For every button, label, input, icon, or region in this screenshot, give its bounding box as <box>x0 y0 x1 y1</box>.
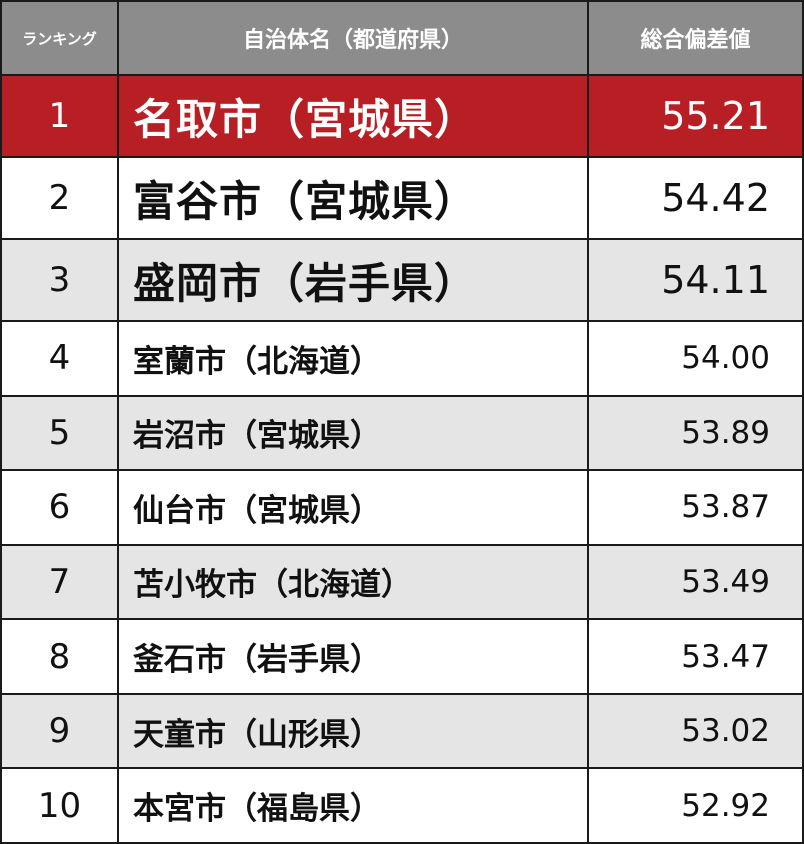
rank-cell: 5 <box>2 396 117 470</box>
name-cell: 本宮市（福島県） <box>119 769 587 842</box>
score-cell: 53.49 <box>589 545 802 619</box>
score-cell: 54.42 <box>589 158 802 238</box>
score-cell: 53.89 <box>589 396 802 470</box>
name-cell: 室蘭市（北海道） <box>119 322 587 395</box>
score-cell: 54.11 <box>589 240 802 320</box>
name-cell: 仙台市（宮城県） <box>119 471 587 544</box>
name-cell: 苫小牧市（北海道） <box>119 545 587 619</box>
score-cell: 53.47 <box>589 620 802 693</box>
name-cell: 名取市（宮城県） <box>119 76 587 156</box>
rank-cell: 7 <box>2 545 117 619</box>
score-cell: 54.00 <box>589 322 802 395</box>
name-cell: 盛岡市（岩手県） <box>119 240 587 320</box>
header-cell: 総合偏差値 <box>589 2 802 74</box>
rank-cell: 6 <box>2 471 117 544</box>
rank-cell: 9 <box>2 694 117 768</box>
header-cell: 自治体名（都道府県） <box>119 2 587 74</box>
score-cell: 53.87 <box>589 471 802 544</box>
score-cell: 55.21 <box>589 76 802 156</box>
name-cell: 富谷市（宮城県） <box>119 158 587 238</box>
name-cell: 釜石市（岩手県） <box>119 620 587 693</box>
rank-cell: 3 <box>2 240 117 320</box>
score-cell: 52.92 <box>589 769 802 842</box>
rank-cell: 1 <box>2 76 117 156</box>
rank-cell: 10 <box>2 769 117 842</box>
rank-cell: 8 <box>2 620 117 693</box>
rank-cell: 4 <box>2 322 117 395</box>
name-cell: 岩沼市（宮城県） <box>119 396 587 470</box>
rank-cell: 2 <box>2 158 117 238</box>
name-cell: 天童市（山形県） <box>119 694 587 768</box>
score-cell: 53.02 <box>589 694 802 768</box>
header-cell: ランキング <box>2 2 117 74</box>
